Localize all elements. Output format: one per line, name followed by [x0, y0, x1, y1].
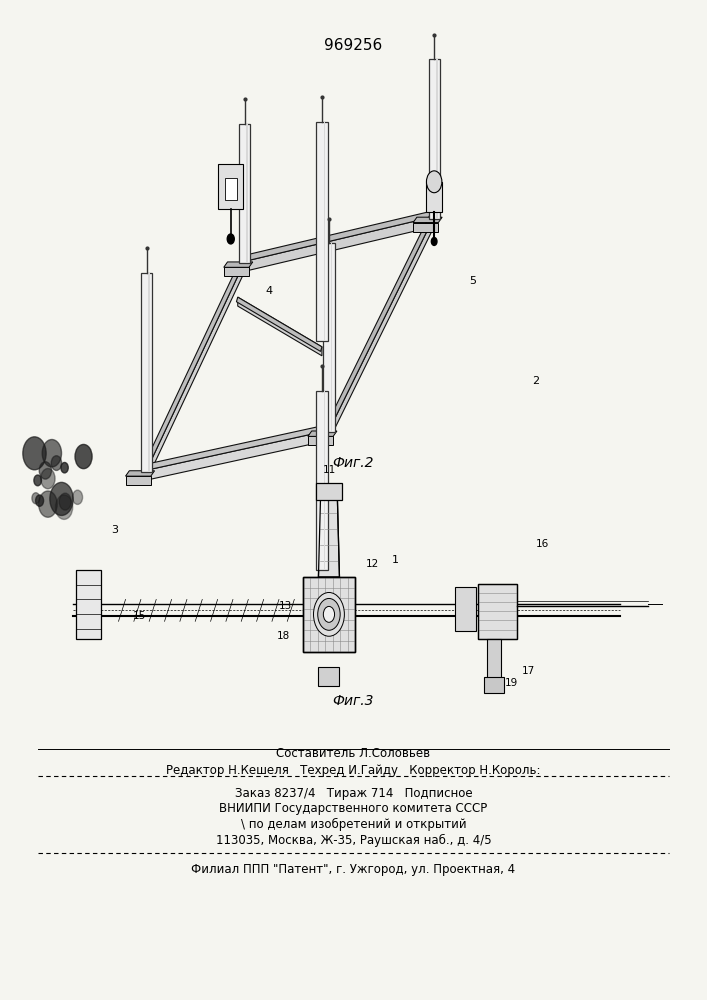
Text: 18: 18: [276, 631, 290, 641]
Polygon shape: [484, 677, 503, 693]
Polygon shape: [318, 498, 339, 577]
Text: 15: 15: [133, 611, 146, 621]
Circle shape: [59, 493, 71, 510]
Text: 13: 13: [279, 601, 292, 611]
Circle shape: [227, 234, 234, 244]
Text: 16: 16: [537, 539, 549, 549]
Polygon shape: [245, 217, 434, 271]
Polygon shape: [143, 258, 245, 470]
Polygon shape: [478, 584, 517, 639]
Text: 969256: 969256: [325, 38, 382, 53]
Text: Фиг.2: Фиг.2: [333, 456, 374, 470]
Circle shape: [42, 440, 62, 467]
Text: 11: 11: [322, 465, 336, 475]
Polygon shape: [308, 436, 333, 445]
Text: 113035, Москва, Ж-35, Раушская наб., д. 4/5: 113035, Москва, Ж-35, Раушская наб., д. …: [216, 834, 491, 847]
Polygon shape: [316, 122, 327, 341]
Circle shape: [317, 598, 340, 630]
Polygon shape: [218, 164, 243, 209]
Text: 3: 3: [112, 525, 119, 535]
Polygon shape: [225, 178, 237, 200]
Circle shape: [23, 437, 46, 470]
Circle shape: [61, 462, 69, 473]
Polygon shape: [146, 430, 329, 480]
Polygon shape: [238, 297, 322, 356]
Circle shape: [51, 456, 62, 470]
Text: 5: 5: [469, 276, 477, 286]
Circle shape: [41, 469, 55, 489]
Polygon shape: [316, 483, 341, 500]
Polygon shape: [436, 59, 438, 219]
Polygon shape: [413, 223, 438, 232]
Polygon shape: [324, 391, 325, 570]
Polygon shape: [318, 667, 339, 686]
Circle shape: [32, 493, 40, 504]
Polygon shape: [76, 570, 101, 639]
Circle shape: [35, 495, 44, 506]
Circle shape: [426, 171, 442, 193]
Polygon shape: [329, 217, 434, 440]
Polygon shape: [325, 213, 434, 430]
Polygon shape: [239, 124, 250, 263]
Text: ВНИИПИ Государственного комитета СССР: ВНИИПИ Государственного комитета СССР: [219, 802, 488, 815]
Polygon shape: [223, 267, 249, 276]
Polygon shape: [428, 59, 440, 219]
Text: 2: 2: [532, 376, 539, 386]
Circle shape: [431, 237, 437, 245]
Text: \ по делам изобретений и открытий: \ по делам изобретений и открытий: [240, 818, 467, 831]
Circle shape: [34, 475, 42, 486]
Text: Заказ 8237/4   Тираж 714   Подписное: Заказ 8237/4 Тираж 714 Подписное: [235, 787, 472, 800]
Text: Филиал ППП "Патент", г. Ужгород, ул. Проектная, 4: Филиал ППП "Патент", г. Ужгород, ул. Про…: [192, 863, 515, 876]
Text: 17: 17: [522, 666, 535, 676]
Polygon shape: [487, 639, 501, 679]
Text: 1: 1: [392, 555, 399, 565]
Circle shape: [55, 495, 73, 519]
Polygon shape: [126, 471, 155, 476]
Polygon shape: [247, 124, 248, 263]
Text: 19: 19: [505, 678, 518, 688]
Polygon shape: [426, 182, 442, 212]
Polygon shape: [148, 273, 150, 472]
Circle shape: [323, 606, 334, 622]
Text: Фиг.3: Фиг.3: [333, 694, 374, 708]
Polygon shape: [324, 122, 325, 341]
Circle shape: [39, 491, 57, 517]
Polygon shape: [413, 217, 442, 223]
Polygon shape: [308, 431, 337, 436]
Polygon shape: [244, 211, 434, 261]
Polygon shape: [323, 243, 334, 432]
Text: 12: 12: [366, 559, 380, 569]
Circle shape: [75, 444, 92, 469]
Polygon shape: [141, 273, 152, 472]
Text: Составитель Л.Соловьев: Составитель Л.Соловьев: [276, 747, 431, 760]
Polygon shape: [146, 261, 245, 480]
Polygon shape: [236, 297, 322, 351]
Text: 4: 4: [266, 286, 273, 296]
Circle shape: [73, 490, 83, 504]
Circle shape: [313, 592, 344, 636]
Polygon shape: [331, 243, 332, 432]
Polygon shape: [146, 424, 329, 470]
Polygon shape: [455, 587, 477, 631]
Text: Редактор Н.Кешеля   Техред И.Гайду   Корректор Н.Король:: Редактор Н.Кешеля Техред И.Гайду Коррект…: [166, 764, 541, 777]
Polygon shape: [316, 391, 327, 570]
Polygon shape: [303, 577, 355, 652]
Polygon shape: [223, 262, 253, 267]
Circle shape: [39, 462, 52, 479]
Polygon shape: [126, 476, 151, 485]
Circle shape: [50, 482, 74, 515]
